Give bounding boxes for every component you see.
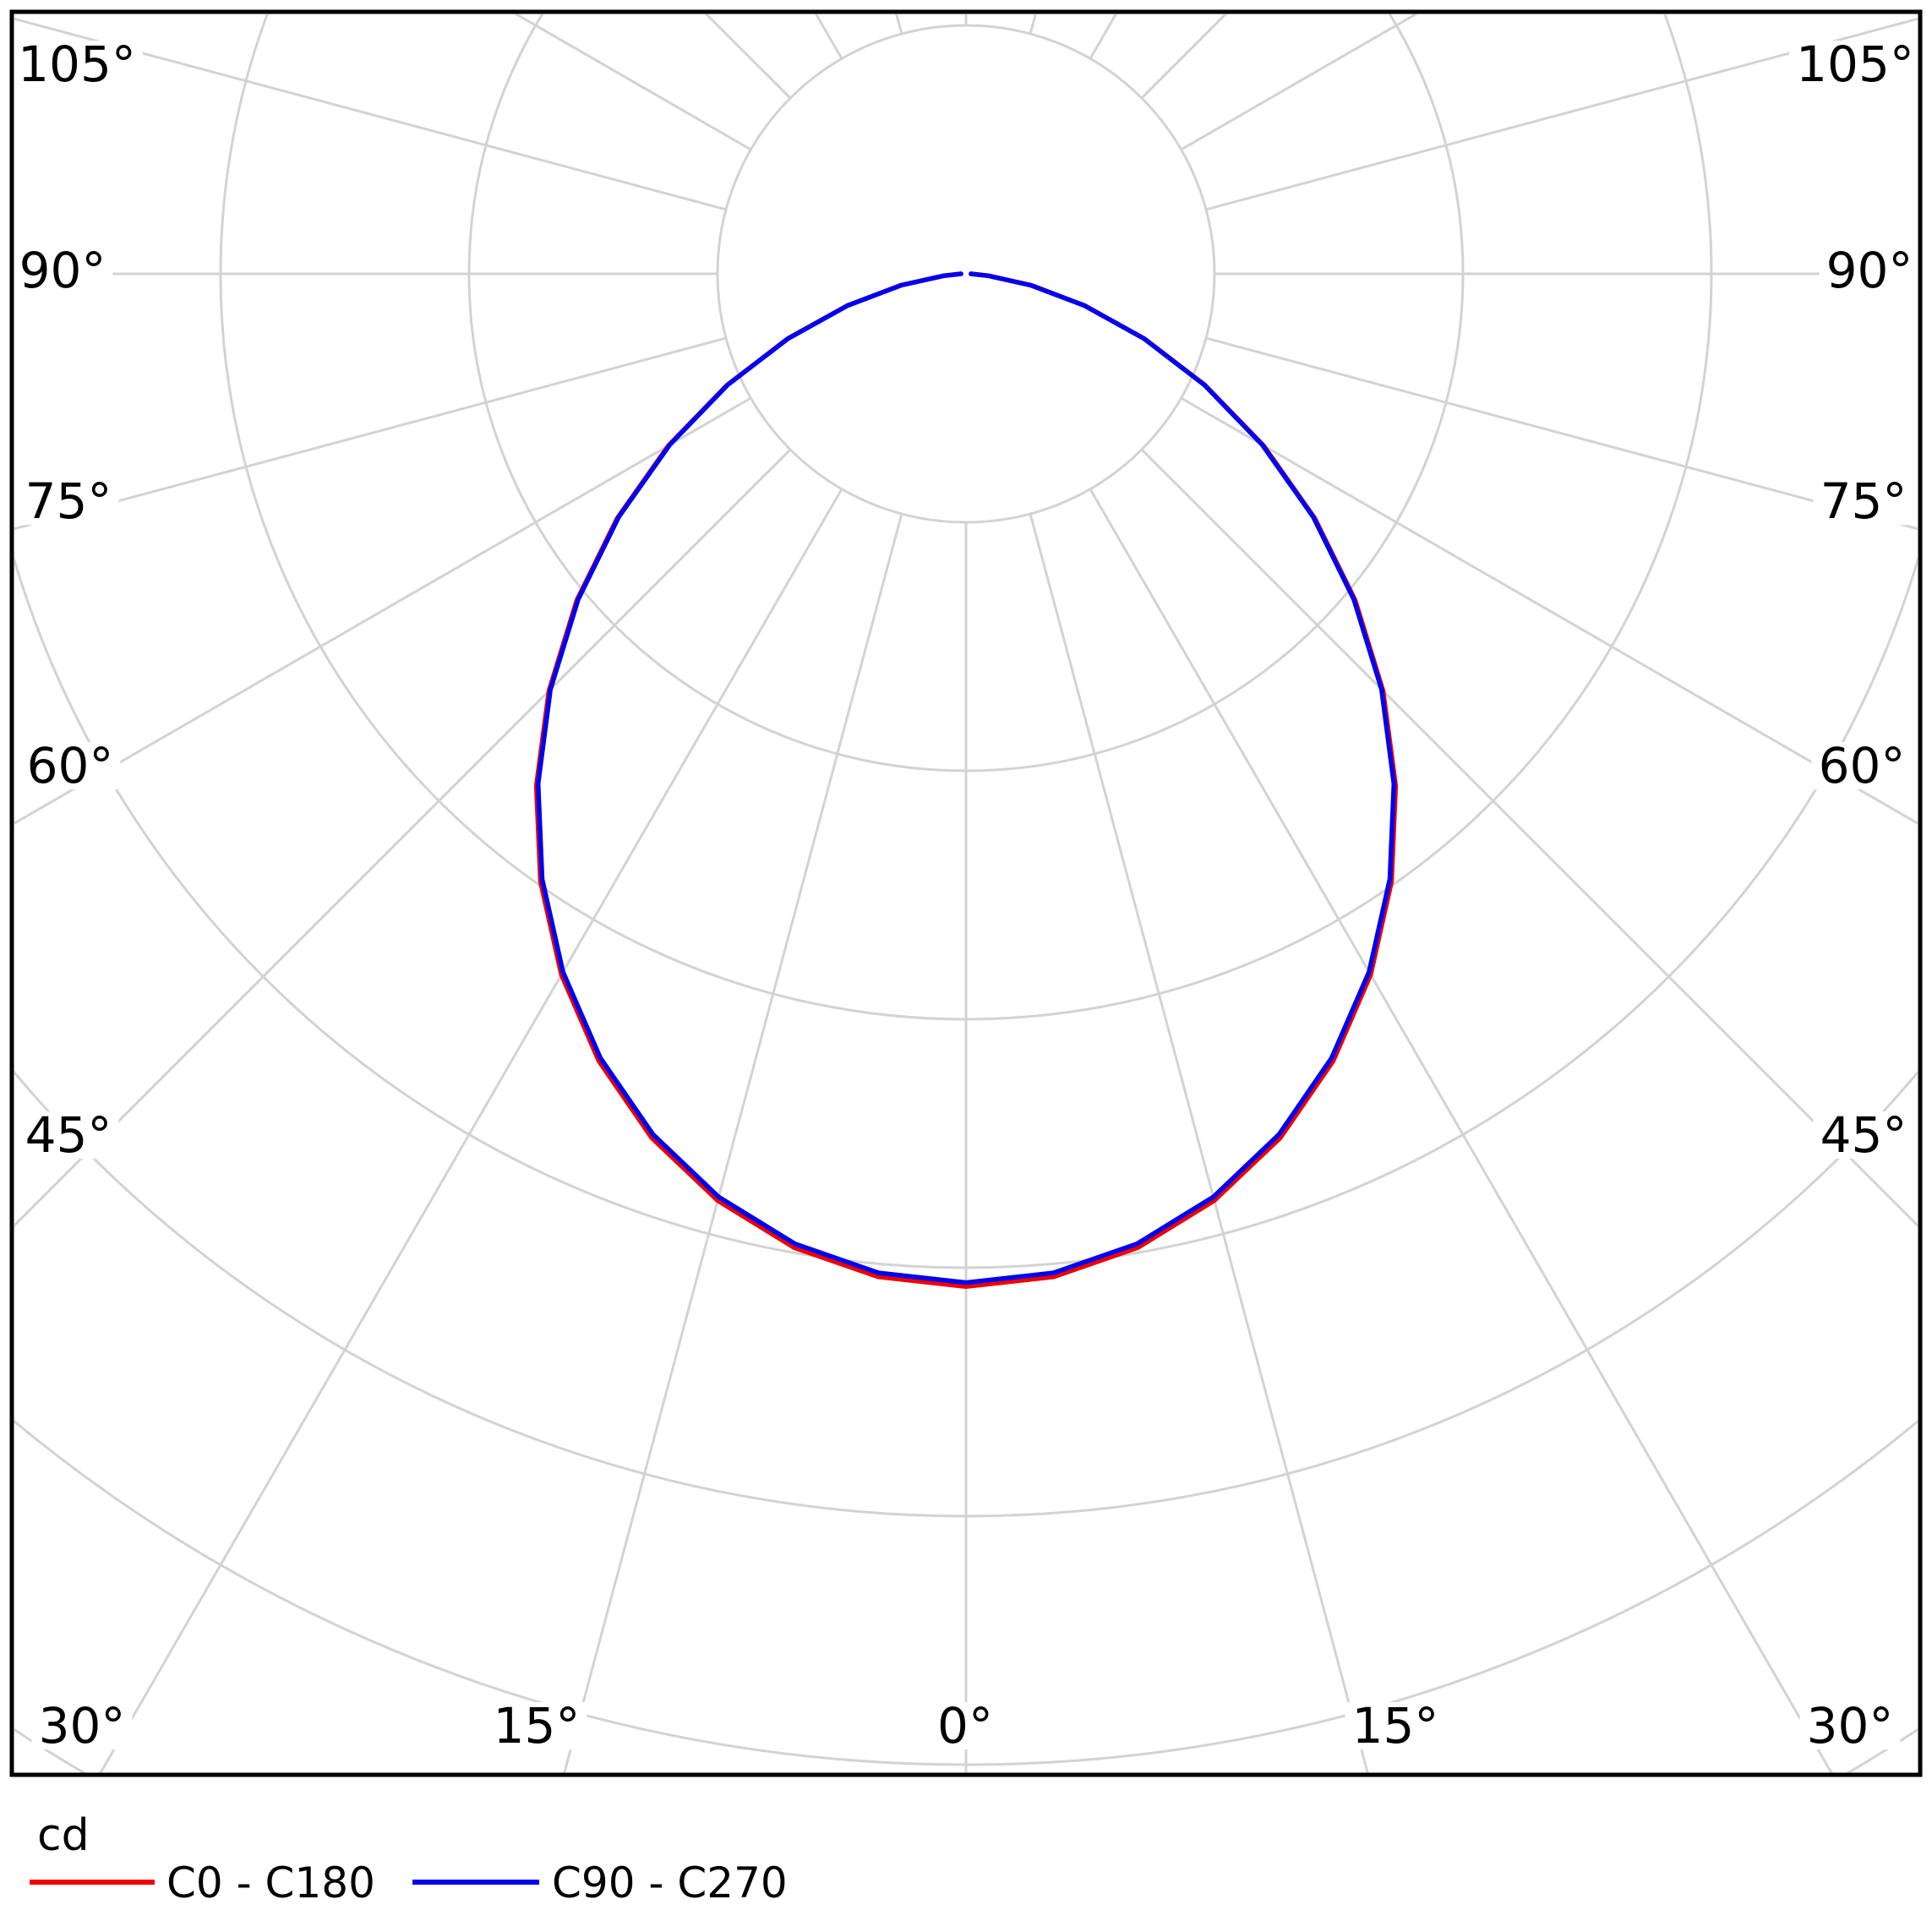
polar-grid-radial [562,513,903,1774]
polar-grid-radial [14,17,727,211]
angle-tick-label-right: 60° [1819,737,1906,794]
angle-tick-label-mask [19,742,121,790]
angle-tick-label-mask [931,1702,1000,1750]
angle-tick-label-mask [11,41,143,89]
angle-tick-label-bottom: 15° [1352,1697,1439,1755]
angle-tick-label-mask [486,1702,587,1750]
angle-tick-label-right: 75° [1820,472,1907,530]
polar-grid-radial [14,336,727,531]
angle-tick-label-bottom: 30° [1807,1697,1894,1755]
angle-tick-label-right: 45° [1820,1106,1907,1164]
angle-tick-label-mask [18,478,119,526]
polar-grid-radial [98,488,843,1774]
polar-grid-radial [14,396,752,825]
polar-grid-radial [14,448,792,1228]
angle-tick-label-bottom: 0° [937,1697,993,1755]
angle-tick-label-left: 105° [18,35,136,93]
polar-grid-radial [1140,448,1918,1228]
angle-tick-label-mask [1813,478,1914,526]
angle-tick-label-mask [1813,1111,1914,1160]
legend-label-c90-c270: C90 - C270 [552,1858,788,1907]
angle-tick-labels: 105° 90° 75° 60° 45° 105° 90° 75° 60° 45° 30° 15° 0°… [11,35,1921,1755]
angle-tick-label-mask [1789,41,1921,89]
angle-tick-label-mask [18,1111,119,1160]
polar-grid-radial [1029,513,1370,1774]
radial-unit-label: cd [37,1810,90,1861]
angle-tick-label-left: 45° [25,1106,112,1164]
angle-tick-label-mask [12,247,113,295]
angle-tick-label-mask [31,1702,133,1750]
angle-tick-label-bottom: 30° [39,1697,126,1755]
curve-c90-c270 [535,271,1397,1285]
angle-tick-label-mask [1345,1702,1446,1750]
polar-grid-radial [1089,488,1834,1774]
chart-border [9,9,1923,1777]
angle-tick-label-mask [1799,1702,1901,1750]
angle-tick-label-right: 90° [1826,242,1913,299]
angle-tick-label-mask [1819,247,1920,295]
angle-tick-label-bottom: 15° [494,1697,581,1755]
legend-label-c0-c180: C0 - C180 [166,1858,375,1907]
angle-tick-label-mask [1811,742,1913,790]
polar-grid-radial [1205,336,1918,531]
angle-tick-label-left: 60° [27,737,114,794]
angle-tick-label-right: 105° [1796,35,1914,93]
angle-tick-label-left: 75° [25,472,112,530]
angle-tick-label-left: 90° [19,242,106,299]
polar-grid-radial [1205,17,1918,211]
intensity-curves [533,271,1399,1290]
polar-grid-radial [1180,396,1918,825]
legend: C0 - C180 C90 - C270 [30,1858,788,1907]
